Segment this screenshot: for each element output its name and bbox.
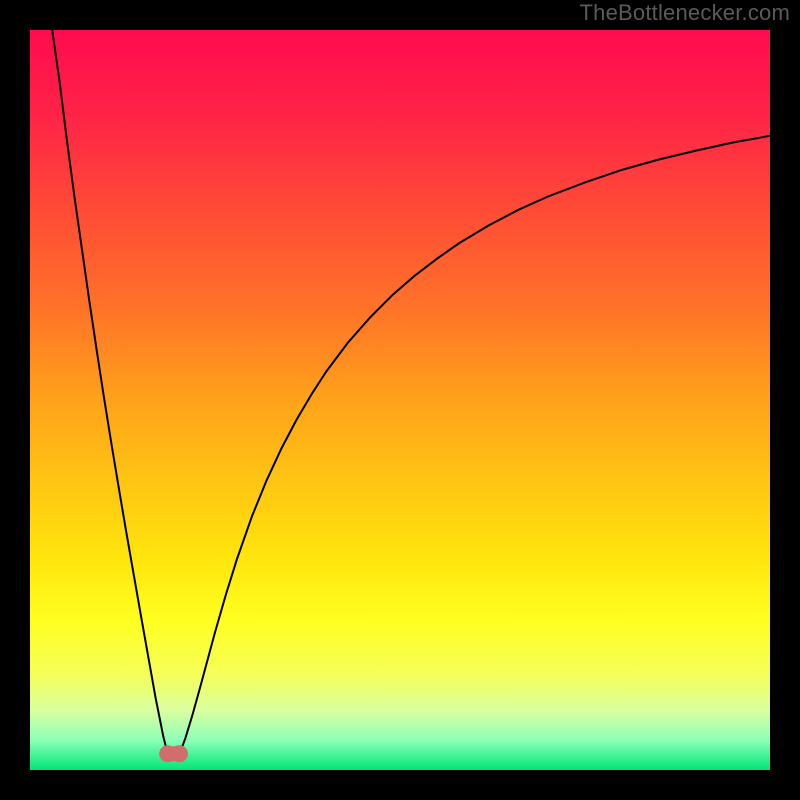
gradient-background [30, 30, 770, 770]
plot-svg [0, 0, 800, 800]
watermark-text: TheBottlenecker.com [580, 0, 790, 26]
floor-markers [159, 745, 188, 762]
floor-marker-dot [171, 745, 188, 762]
bottleneck-chart: TheBottlenecker.com [0, 0, 800, 800]
plot-area [30, 30, 770, 770]
